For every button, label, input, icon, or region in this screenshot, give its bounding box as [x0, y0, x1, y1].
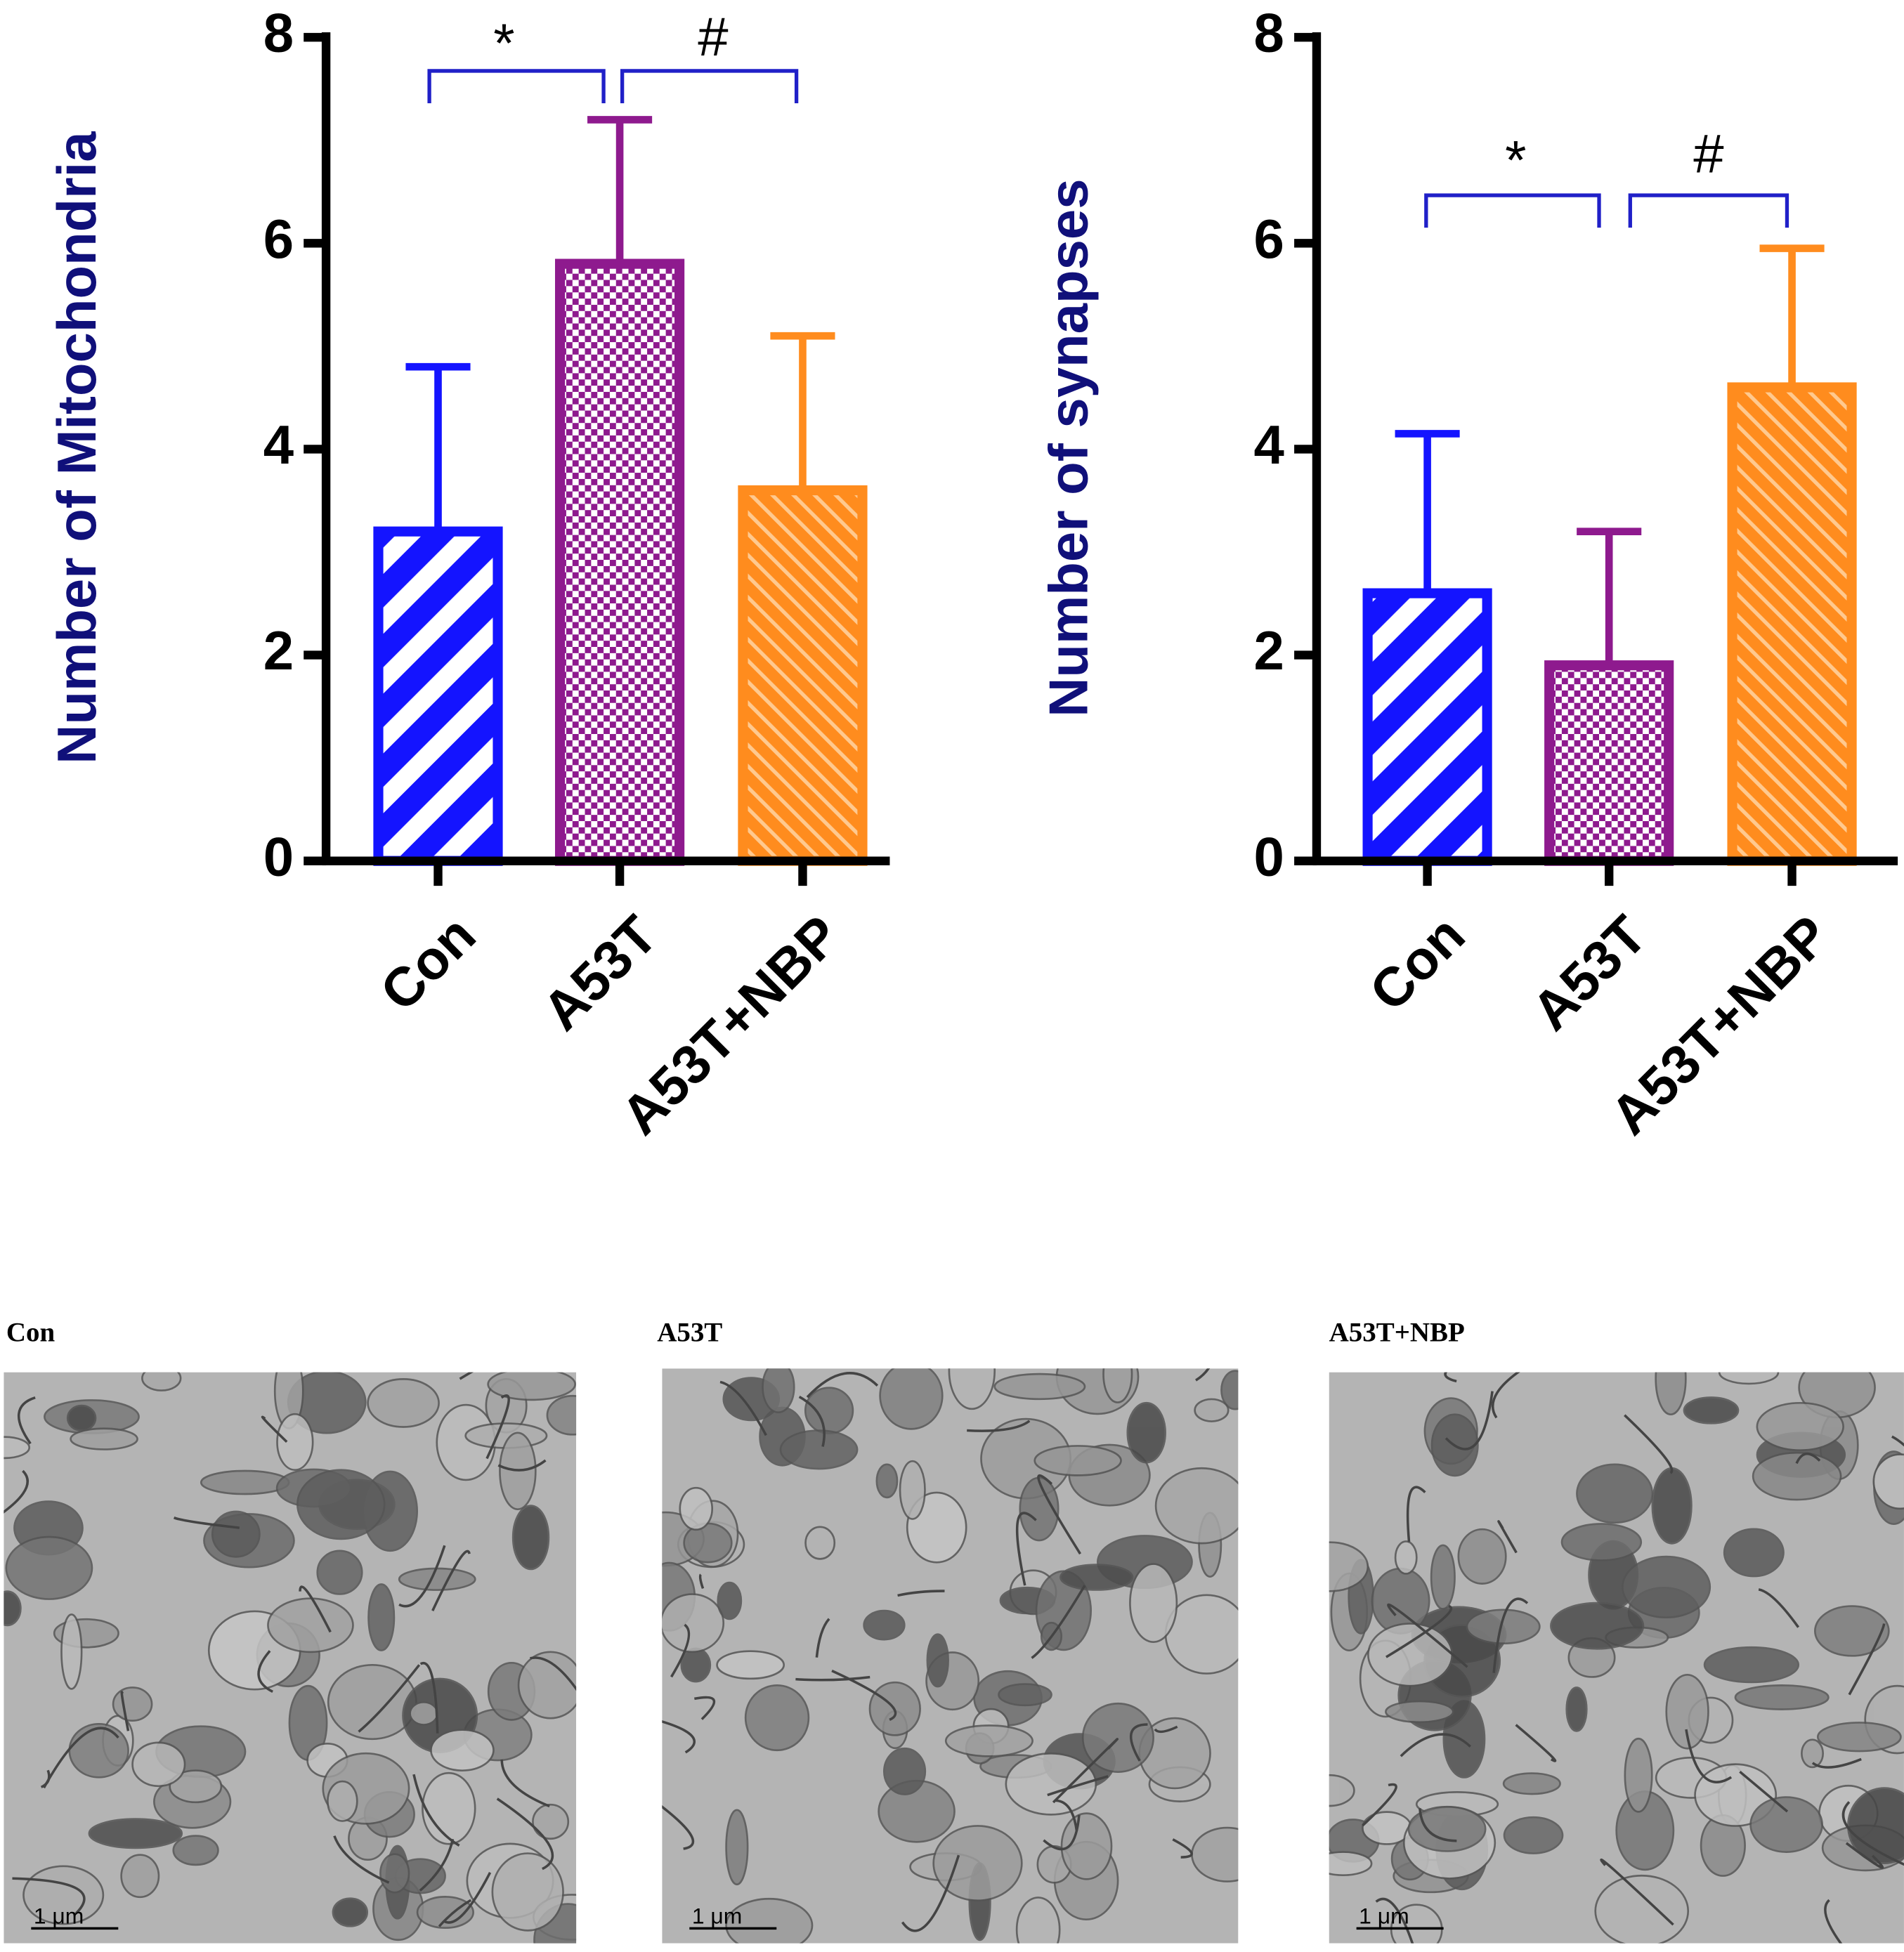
significance-bracket — [1424, 193, 1601, 228]
significance-mark: # — [1693, 123, 1723, 185]
significance-bracket — [620, 69, 799, 104]
bar — [373, 526, 503, 866]
significance-mark: * — [493, 12, 514, 74]
y-tick-label: 0 — [263, 825, 294, 887]
y-tick-label: 8 — [263, 2, 294, 64]
micrograph — [4, 1372, 577, 1944]
y-tick-label: 2 — [263, 620, 294, 681]
micrograph — [662, 1368, 1239, 1944]
bar — [1362, 588, 1492, 866]
y-tick-label: 8 — [1254, 2, 1284, 64]
y-tick-label: 6 — [1254, 208, 1284, 270]
x-tick-label: A53T — [1520, 903, 1658, 1042]
bar — [738, 485, 868, 866]
scale-bar-label: 1 μm — [34, 1903, 84, 1928]
image-label: A53T — [657, 1317, 722, 1347]
significance-bracket — [1628, 193, 1789, 228]
bar — [1544, 660, 1674, 866]
significance-bracket — [427, 69, 606, 104]
x-tick-label: Con — [1357, 903, 1476, 1022]
x-tick-label: Con — [368, 903, 487, 1022]
y-tick-label: 2 — [1254, 620, 1284, 681]
scale-bar-label: 1 μm — [692, 1903, 743, 1928]
bar — [554, 258, 685, 866]
y-axis-label: Number of synapses — [1037, 178, 1099, 716]
y-tick-label: 6 — [263, 208, 294, 270]
y-tick-label: 4 — [263, 414, 294, 476]
y-axis-label: Number of Mitochondria — [46, 131, 107, 764]
image-label: Con — [6, 1317, 56, 1347]
image-label: A53T+NBP — [1329, 1317, 1465, 1347]
significance-mark: # — [698, 6, 728, 67]
x-tick-label: A53T — [530, 903, 669, 1042]
bar — [1727, 382, 1857, 866]
significance-mark: * — [1505, 129, 1526, 190]
y-tick-label: 4 — [1254, 414, 1284, 476]
micrograph — [1329, 1372, 1904, 1944]
scale-bar-label: 1 μm — [1359, 1903, 1409, 1928]
y-tick-label: 0 — [1254, 825, 1284, 887]
